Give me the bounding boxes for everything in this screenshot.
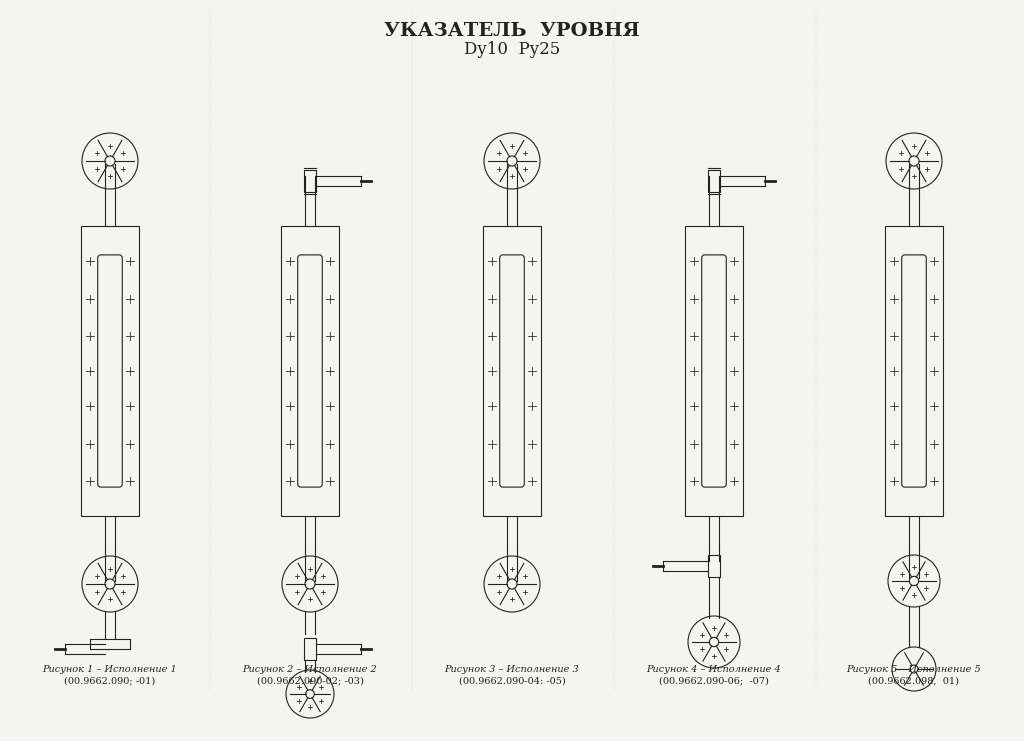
Text: Рисунок 3 – Исполнение 3: Рисунок 3 – Исполнение 3 (444, 665, 580, 674)
Text: Рисунок 5 – Исполнение 5: Рисунок 5 – Исполнение 5 (847, 665, 981, 674)
Bar (885, 226, 943, 516)
Text: Рисунок 1 – Исполнение 1: Рисунок 1 – Исполнение 1 (43, 665, 177, 674)
Text: УКАЗАТЕЛЬ  УРОВНЯ: УКАЗАТЕЛЬ УРОВНЯ (384, 22, 640, 40)
Bar (304, 638, 316, 660)
Bar (281, 226, 339, 516)
Text: Рисунок 4 – Исполнение 4: Рисунок 4 – Исполнение 4 (646, 665, 781, 674)
Text: (00.9662.090-06;  -07): (00.9662.090-06; -07) (659, 677, 769, 685)
Text: (00.9662.090-02; -03): (00.9662.090-02; -03) (257, 677, 364, 685)
Bar (81, 226, 139, 516)
Text: (00.9662.098,  01): (00.9662.098, 01) (868, 677, 959, 685)
Bar (304, 170, 316, 192)
Text: (00.9662.090-04: -05): (00.9662.090-04: -05) (459, 677, 565, 685)
Bar (708, 555, 720, 577)
Text: Рисунок 2 – Исполнение 2: Рисунок 2 – Исполнение 2 (243, 665, 378, 674)
Bar (708, 170, 720, 192)
Bar (483, 226, 541, 516)
Text: Dy10  Py25: Dy10 Py25 (464, 41, 560, 58)
Bar (685, 226, 743, 516)
Text: (00.9662.090; -01): (00.9662.090; -01) (65, 677, 156, 685)
